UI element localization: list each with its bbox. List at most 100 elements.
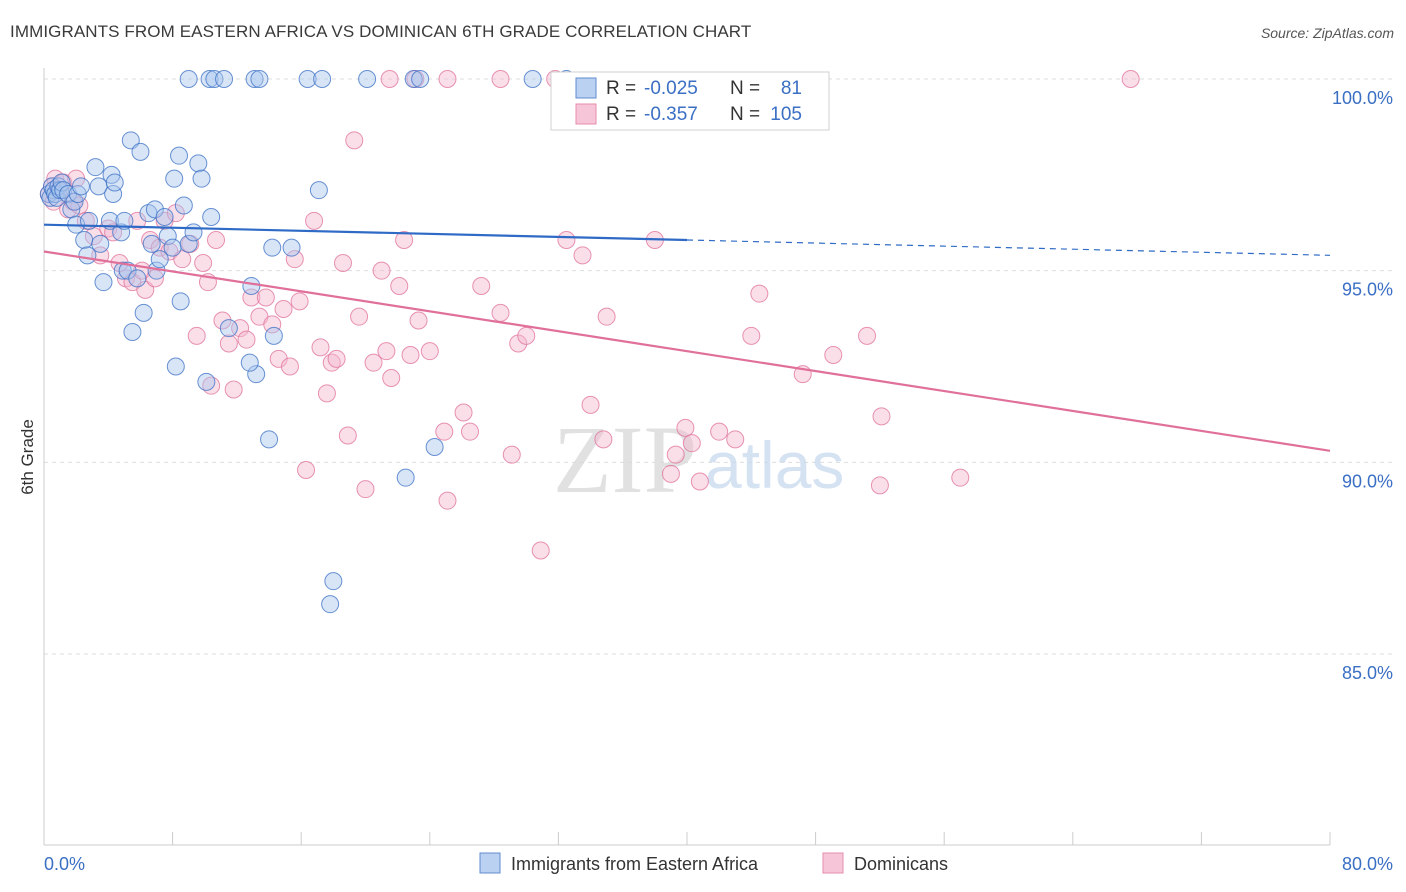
data-point-dominicans [1121, 70, 1140, 88]
series-eastern-africa-points [39, 70, 576, 614]
y-axis-label: 6th Grade [18, 419, 37, 495]
data-point-eastern-africa [170, 146, 189, 165]
data-point-eastern-africa [192, 169, 211, 188]
data-point-dominicans [380, 70, 399, 88]
data-point-eastern-africa [174, 196, 193, 215]
data-point-dominicans [710, 422, 729, 441]
data-point-dominicans [256, 288, 275, 307]
data-point-eastern-africa [75, 231, 94, 249]
data-point-eastern-africa [104, 185, 123, 203]
data-point-dominicans [750, 284, 769, 303]
data-point-eastern-africa [245, 70, 264, 88]
data-point-eastern-africa [115, 211, 134, 230]
data-point-dominicans [951, 468, 970, 487]
stats-legend-swatch-pink [575, 103, 597, 125]
legend-swatch-dominicans [822, 852, 844, 874]
data-point-eastern-africa [242, 277, 261, 295]
legend-label-eastern-africa: Immigrants from Eastern Africa [511, 854, 759, 874]
data-point-eastern-africa [179, 234, 198, 253]
source-credit: Source: ZipAtlas.com [1260, 25, 1394, 41]
data-point-dominicans [409, 311, 428, 330]
stats-legend-r-value-1: -0.025 [644, 78, 698, 99]
data-point-eastern-africa [166, 357, 185, 376]
trend-line-eastern-africa-extension [686, 239, 1331, 256]
data-point-dominicans [297, 461, 316, 479]
data-point-dominicans [435, 422, 454, 441]
data-point-dominicans [594, 430, 613, 449]
y-tick-label: 95.0% [1342, 280, 1393, 300]
data-point-eastern-africa [86, 158, 105, 177]
stats-legend-n-label-1: N = [730, 78, 760, 99]
data-point-dominicans [472, 277, 491, 295]
y-tick-label: 100.0% [1332, 88, 1393, 108]
stats-legend-swatch-blue [575, 77, 597, 99]
data-point-dominicans [345, 131, 364, 150]
data-point-dominicans [317, 384, 336, 403]
data-point-dominicans [597, 307, 616, 326]
data-point-eastern-africa [142, 234, 161, 253]
data-point-dominicans [290, 292, 309, 311]
legend-label-dominicans: Dominicans [854, 854, 948, 874]
data-point-dominicans [666, 445, 685, 464]
data-point-eastern-africa [134, 303, 153, 322]
data-point-dominicans [454, 403, 473, 422]
trend-line-eastern-africa [43, 223, 688, 242]
data-point-eastern-africa [240, 353, 259, 372]
data-point-eastern-africa [260, 430, 279, 449]
data-point-eastern-africa [121, 131, 140, 150]
data-point-eastern-africa [145, 200, 164, 219]
data-point-eastern-africa [123, 323, 142, 341]
data-point-eastern-africa [264, 326, 283, 345]
data-point-dominicans [263, 315, 282, 334]
y-tick-labels: 100.0% 95.0% 90.0% 85.0% [1332, 88, 1393, 683]
y-tick-label: 90.0% [1342, 471, 1393, 491]
data-point-dominicans [690, 472, 709, 491]
data-point-dominicans [557, 231, 576, 249]
data-point-dominicans [661, 464, 680, 483]
data-point-eastern-africa [263, 238, 282, 257]
data-point-eastern-africa [163, 238, 182, 257]
legend-swatch-eastern-africa [479, 852, 501, 874]
data-point-dominicans [274, 300, 293, 318]
data-point-eastern-africa [396, 468, 415, 487]
data-point-eastern-africa [179, 70, 198, 88]
data-point-dominicans [726, 430, 745, 449]
data-point-dominicans [173, 250, 192, 269]
data-point-eastern-africa [52, 173, 71, 192]
trend-lines [43, 223, 1331, 452]
watermark: ZIP atlas [553, 406, 844, 513]
data-point-eastern-africa [94, 273, 113, 292]
data-point-dominicans [187, 326, 206, 345]
data-point-dominicans [382, 369, 401, 387]
data-point-eastern-africa [189, 154, 208, 173]
data-point-eastern-africa [91, 234, 110, 253]
data-point-dominicans [420, 342, 439, 361]
data-point-dominicans [491, 303, 510, 322]
trend-line-dominicans [43, 250, 1331, 452]
data-point-dominicans [395, 231, 414, 249]
data-point-dominicans [356, 480, 375, 499]
data-point-eastern-africa [155, 208, 174, 226]
data-point-eastern-africa [321, 595, 340, 614]
data-point-dominicans [207, 231, 226, 249]
stats-legend: R = -0.025 N = 81 R = -0.357 N = 105 [550, 71, 830, 131]
stats-legend-r-label-2: R = [606, 104, 636, 125]
data-point-dominicans [502, 445, 521, 464]
data-point-dominicans [194, 254, 213, 272]
data-point-eastern-africa [411, 70, 430, 88]
data-point-eastern-africa [200, 70, 219, 88]
data-point-dominicans [858, 326, 877, 345]
x-tick-label-min: 0.0% [44, 854, 85, 874]
data-point-eastern-africa [113, 261, 132, 280]
watermark-zip: ZIP [553, 406, 697, 513]
data-point-eastern-africa [118, 261, 137, 280]
data-point-eastern-africa [105, 173, 124, 192]
data-point-dominicans [377, 342, 396, 361]
data-point-dominicans [573, 246, 592, 265]
data-point-eastern-africa [358, 70, 377, 88]
data-point-eastern-africa [197, 372, 216, 391]
data-point-dominicans [333, 254, 352, 272]
stats-legend-r-label-1: R = [606, 78, 636, 99]
stats-legend-box [550, 71, 830, 131]
